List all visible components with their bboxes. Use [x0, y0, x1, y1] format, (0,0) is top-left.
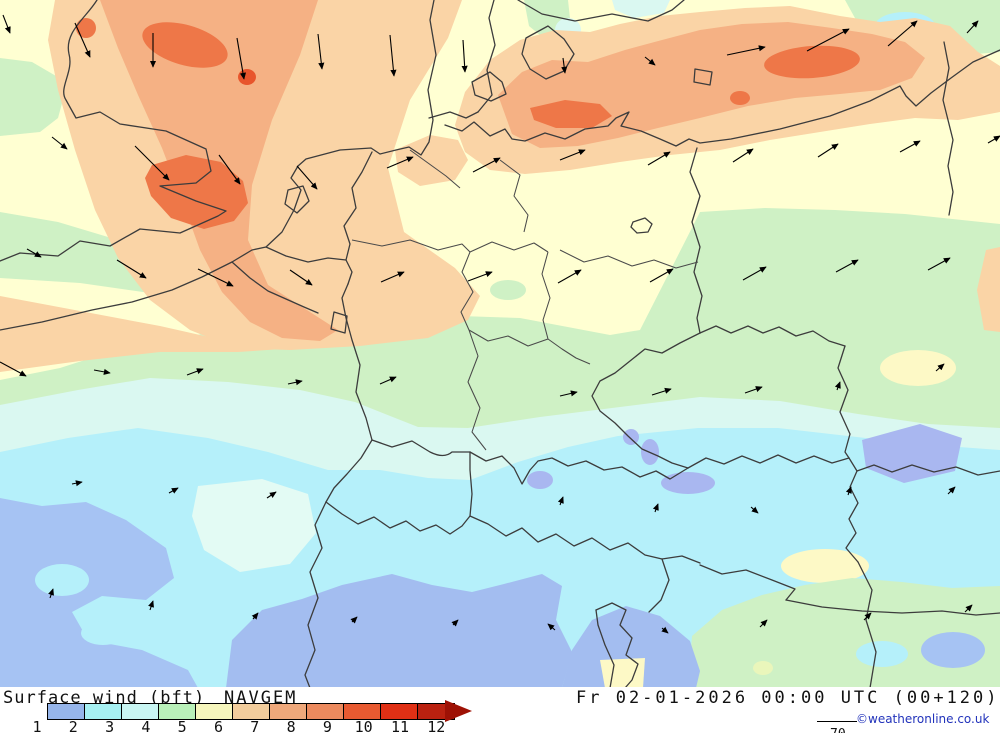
wind-arrow — [834, 381, 841, 391]
weather-map — [0, 0, 1000, 688]
wind-arrow — [389, 34, 397, 77]
wind-arrow — [557, 496, 564, 506]
wind-arrow — [649, 268, 674, 283]
wind-arrow — [472, 157, 501, 173]
wind-arrow — [197, 268, 234, 287]
wind-arrow — [966, 20, 979, 34]
wind-arrow — [547, 623, 556, 631]
wind-arrow — [148, 600, 154, 611]
wind-arrow — [947, 486, 956, 495]
wind-arrow — [451, 619, 459, 627]
wind-arrow — [845, 486, 852, 496]
wind-arrow — [93, 368, 111, 375]
wind-arrow — [644, 56, 656, 66]
wind-arrow — [71, 480, 83, 487]
legend-tick-4: 4 — [141, 718, 151, 733]
legend-cell-1 — [48, 704, 85, 719]
wind-arrow — [380, 271, 405, 283]
wind-arrow — [726, 45, 766, 56]
wind-arrow — [251, 612, 259, 620]
wind-arrow — [835, 259, 859, 273]
wind-arrow — [386, 156, 414, 169]
legend-cell-6 — [233, 704, 270, 719]
wind-arrow — [317, 33, 325, 70]
wind-arrow — [116, 259, 147, 279]
legend-tick-1: 1 — [32, 718, 42, 733]
wind-arrow — [48, 588, 54, 599]
legend-cell-5 — [196, 704, 233, 719]
wind-arrow — [559, 149, 586, 161]
wind-speed-regions — [0, 0, 1000, 688]
wind-arrow — [651, 387, 672, 396]
wind-arrow — [461, 39, 468, 73]
wind-arrow — [987, 135, 1000, 144]
legend-area: Surface wind (bft) NAVGEM Fr 02-01-2026 … — [0, 687, 1000, 733]
legend-tick-9: 9 — [322, 718, 332, 733]
wind-arrow — [561, 57, 568, 74]
wind-arrow — [186, 368, 204, 376]
wind-arrow — [732, 148, 754, 163]
wind-arrow — [2, 14, 11, 34]
color-scale-arrowhead — [445, 700, 472, 722]
wind-arrow — [557, 269, 582, 284]
wind-arrow — [887, 20, 918, 47]
wind-arrow — [899, 140, 921, 153]
legend-cell-9 — [344, 704, 381, 719]
state-borders — [351, 149, 699, 451]
legend-tick-11: 11 — [390, 718, 410, 733]
wind-arrow — [289, 269, 313, 286]
wind-arrow — [652, 503, 659, 513]
legend-tick-6: 6 — [213, 718, 224, 733]
copyright-link[interactable]: ©weatheronline.co.uk — [856, 712, 990, 726]
wind-arrow — [51, 136, 68, 150]
country-borders — [0, 0, 1000, 688]
legend-cell-3 — [122, 704, 159, 719]
wind-arrow — [26, 248, 42, 258]
wind-arrow — [134, 145, 170, 181]
wind-arrow — [266, 491, 277, 499]
wind-arrow — [863, 612, 872, 621]
legend-cell-10 — [381, 704, 418, 719]
wind-arrow — [287, 379, 303, 386]
legend-tick-8: 8 — [286, 718, 296, 733]
color-scale-bar — [47, 703, 455, 720]
legend-tick-2: 2 — [68, 718, 78, 733]
wind-arrow — [806, 28, 850, 52]
wind-arrow — [935, 363, 945, 372]
wind-arrows-layer — [0, 14, 1000, 634]
scale-partial-label: 70 — [830, 727, 846, 733]
wind-arrow — [559, 390, 578, 397]
legend-cell-2 — [85, 704, 122, 719]
wind-arrow — [742, 266, 767, 281]
legend-cell-8 — [307, 704, 344, 719]
legend-cell-7 — [270, 704, 307, 719]
wind-arrow — [0, 361, 27, 377]
wind-arrow — [661, 626, 669, 634]
wind-arrow — [467, 271, 493, 282]
wind-arrow — [927, 257, 951, 271]
wind-arrow — [236, 37, 246, 80]
wind-arrow — [296, 165, 318, 190]
wind-arrow — [168, 487, 179, 494]
legend-cell-4 — [159, 704, 196, 719]
legend-tick-12: 12 — [427, 718, 446, 733]
wind-arrow — [379, 376, 397, 385]
wind-arrow — [350, 616, 358, 624]
legend-tick-10: 10 — [354, 718, 373, 733]
wind-arrow — [744, 386, 763, 394]
legend-tick-5: 5 — [177, 718, 187, 733]
wind-arrow — [218, 154, 241, 185]
scale-line — [817, 721, 857, 722]
valid-time: Fr 02-01-2026 00:00 UTC (00+120) — [576, 688, 1000, 708]
wind-arrow — [759, 619, 768, 628]
wind-arrow — [964, 604, 973, 613]
wind-arrow — [74, 22, 91, 58]
wind-arrow — [647, 151, 671, 166]
legend-tick-3: 3 — [105, 718, 115, 733]
legend-tick-7: 7 — [250, 718, 260, 733]
wind-arrow — [817, 143, 839, 158]
wind-arrow — [750, 506, 759, 514]
